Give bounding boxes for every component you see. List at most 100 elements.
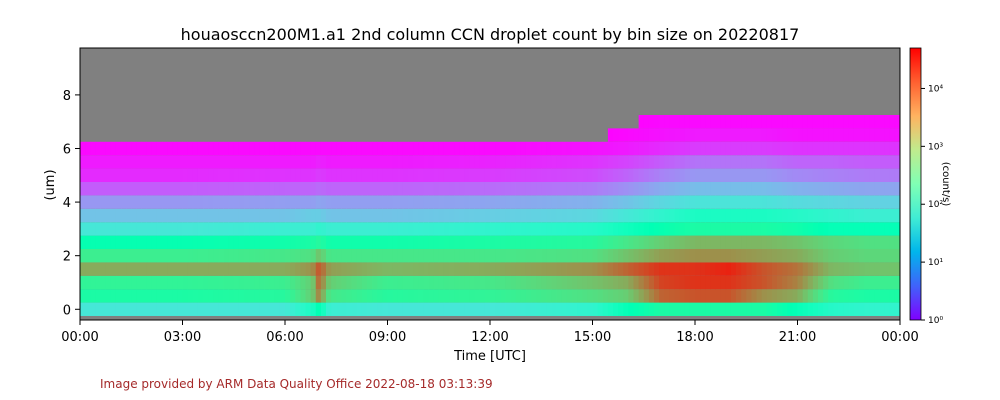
heatmap-cell <box>146 302 153 316</box>
heatmap-cell <box>336 195 342 209</box>
heatmap-cell <box>766 115 773 129</box>
heatmap-cell <box>777 155 783 169</box>
heatmap-cell <box>326 181 332 196</box>
heatmap-cell <box>684 208 691 223</box>
heatmap-cell <box>838 195 845 209</box>
heatmap-cell <box>95 289 101 303</box>
heatmap-cell <box>705 195 711 209</box>
heatmap-cell <box>423 275 429 290</box>
heatmap-cell <box>336 275 342 290</box>
heatmap-cell <box>315 235 322 249</box>
heatmap-cell <box>587 181 593 196</box>
heatmap-cell <box>418 235 424 249</box>
heatmap-cell <box>566 302 573 316</box>
heatmap-cell <box>838 141 845 156</box>
heatmap-cell <box>305 141 312 156</box>
heatmap-cell <box>525 222 532 236</box>
heatmap-cell <box>285 195 291 209</box>
heatmap-cell <box>561 262 568 276</box>
heatmap-cell <box>131 275 137 290</box>
heatmap-cell <box>490 195 496 209</box>
heatmap-cell <box>469 181 476 196</box>
heatmap-cell <box>843 248 850 263</box>
heatmap-cell <box>556 155 563 169</box>
heatmap-cell <box>115 181 122 196</box>
heatmap-cell <box>884 115 891 129</box>
heatmap-cell <box>300 289 306 303</box>
heatmap-cell <box>203 181 209 196</box>
heatmap-cell <box>351 222 358 236</box>
heatmap-cell <box>607 128 614 142</box>
heatmap-cell <box>695 115 701 129</box>
heatmap-cell <box>602 262 609 276</box>
heatmap-cell <box>479 302 486 316</box>
heatmap-cell <box>792 128 798 142</box>
heatmap-cell <box>730 289 737 303</box>
heatmap-cell <box>244 222 250 236</box>
heatmap-cell <box>582 275 588 290</box>
heatmap-cell <box>833 128 839 142</box>
heatmap-cell <box>438 181 445 196</box>
heatmap-cell <box>156 302 163 316</box>
heatmap-cell <box>741 128 747 142</box>
heatmap-cell <box>807 168 814 182</box>
heatmap-cell <box>710 115 716 129</box>
heatmap-cell <box>541 248 547 263</box>
heatmap-cell <box>613 235 619 249</box>
heatmap-cell <box>305 155 312 169</box>
heatmap-cell <box>602 289 609 303</box>
heatmap-cell <box>674 248 681 263</box>
heatmap-cell <box>356 275 363 290</box>
heatmap-cell <box>469 248 476 263</box>
heatmap-cell <box>771 141 778 156</box>
heatmap-cell <box>223 248 230 263</box>
heatmap-cell <box>100 222 107 236</box>
heatmap-cell <box>203 222 209 236</box>
heatmap-cell <box>413 262 419 276</box>
heatmap-cell <box>167 155 173 169</box>
heatmap-cell <box>531 195 537 209</box>
heatmap-cell <box>413 168 419 182</box>
heatmap-cell <box>443 289 450 303</box>
heatmap-cell <box>249 155 255 169</box>
heatmap-cell <box>279 155 286 169</box>
heatmap-cell <box>864 128 870 142</box>
heatmap-cell <box>572 262 578 276</box>
heatmap-cell <box>474 141 481 156</box>
heatmap-cell <box>95 275 101 290</box>
heatmap-cell <box>244 262 250 276</box>
heatmap-cell <box>213 195 219 209</box>
heatmap-cell <box>121 141 127 156</box>
heatmap-cell <box>679 275 686 290</box>
heatmap-cell <box>490 262 496 276</box>
heatmap-cell <box>823 302 829 316</box>
heatmap-cell <box>705 222 711 236</box>
heatmap-cell <box>285 302 291 316</box>
heatmap-cell <box>141 275 148 290</box>
heatmap-cell <box>479 248 486 263</box>
heatmap-cell <box>833 248 839 263</box>
heatmap-cell <box>766 289 773 303</box>
heatmap-cell <box>802 275 809 290</box>
heatmap-cell <box>597 262 604 276</box>
heatmap-cell <box>285 248 291 263</box>
heatmap-cell <box>372 168 378 182</box>
heatmap-cell <box>802 208 809 223</box>
heatmap-cell <box>597 235 604 249</box>
heatmap-cell <box>136 235 142 249</box>
heatmap-cell <box>203 289 209 303</box>
heatmap-cell <box>105 168 112 182</box>
heatmap-cell <box>305 181 312 196</box>
heatmap-cell <box>664 262 670 276</box>
heatmap-cell <box>377 195 383 209</box>
heatmap-cell <box>618 128 624 142</box>
heatmap-cell <box>80 155 86 169</box>
heatmap-cell <box>869 275 875 290</box>
heatmap-cell <box>249 208 255 223</box>
heatmap-cell <box>889 289 896 303</box>
heatmap-cell <box>546 208 552 223</box>
heatmap-cell <box>659 168 665 182</box>
heatmap-cell <box>884 141 891 156</box>
heatmap-cell <box>208 235 214 249</box>
heatmap-cell <box>443 222 450 236</box>
